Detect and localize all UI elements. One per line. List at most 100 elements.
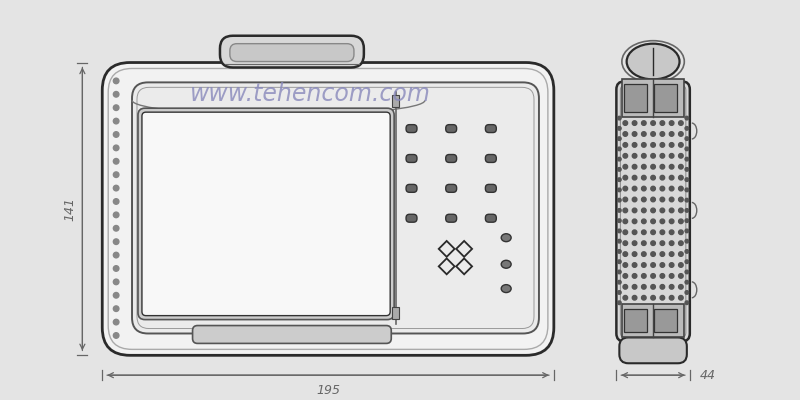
Circle shape [618, 178, 621, 182]
Circle shape [642, 132, 646, 136]
Circle shape [651, 241, 655, 246]
Circle shape [670, 230, 674, 234]
Circle shape [678, 164, 683, 169]
Circle shape [632, 274, 637, 278]
Circle shape [623, 274, 627, 278]
Circle shape [623, 186, 627, 191]
Circle shape [685, 260, 689, 264]
Circle shape [618, 270, 621, 274]
Circle shape [670, 175, 674, 180]
Circle shape [632, 263, 637, 267]
Circle shape [623, 284, 627, 289]
FancyBboxPatch shape [486, 184, 496, 192]
FancyBboxPatch shape [406, 214, 417, 222]
Circle shape [685, 147, 689, 151]
Circle shape [114, 279, 119, 285]
FancyBboxPatch shape [446, 214, 457, 222]
Circle shape [651, 132, 655, 136]
Circle shape [114, 226, 119, 231]
Bar [392, 307, 399, 319]
Circle shape [114, 132, 119, 137]
Bar [392, 95, 399, 107]
Circle shape [670, 208, 674, 213]
Circle shape [678, 208, 683, 213]
FancyBboxPatch shape [619, 338, 687, 363]
Circle shape [623, 197, 627, 202]
Circle shape [685, 270, 689, 274]
Circle shape [651, 186, 655, 191]
Circle shape [623, 132, 627, 136]
Circle shape [678, 263, 683, 267]
FancyBboxPatch shape [446, 184, 457, 192]
FancyBboxPatch shape [616, 81, 690, 342]
Circle shape [114, 105, 119, 110]
Circle shape [618, 280, 621, 284]
Circle shape [632, 296, 637, 300]
Circle shape [114, 266, 119, 271]
Circle shape [114, 92, 119, 97]
Circle shape [618, 209, 621, 212]
Circle shape [685, 291, 689, 294]
Circle shape [618, 126, 621, 130]
Circle shape [678, 132, 683, 136]
Circle shape [651, 296, 655, 300]
FancyBboxPatch shape [486, 214, 496, 222]
Circle shape [642, 219, 646, 224]
Circle shape [623, 208, 627, 213]
Circle shape [670, 284, 674, 289]
Circle shape [642, 230, 646, 234]
Bar [622, 80, 684, 117]
Circle shape [670, 219, 674, 224]
Circle shape [651, 219, 655, 224]
Circle shape [670, 296, 674, 300]
Circle shape [623, 154, 627, 158]
Circle shape [623, 143, 627, 147]
Circle shape [618, 291, 621, 294]
Circle shape [685, 229, 689, 233]
Circle shape [618, 157, 621, 161]
Circle shape [632, 132, 637, 136]
Circle shape [114, 252, 119, 258]
Circle shape [114, 306, 119, 312]
Circle shape [678, 284, 683, 289]
Circle shape [642, 241, 646, 246]
Text: 195: 195 [316, 384, 340, 397]
Circle shape [678, 230, 683, 234]
Circle shape [623, 241, 627, 246]
Circle shape [685, 157, 689, 161]
Circle shape [660, 241, 665, 246]
Circle shape [632, 154, 637, 158]
Circle shape [618, 116, 621, 120]
Circle shape [685, 280, 689, 284]
Circle shape [670, 154, 674, 158]
Circle shape [685, 188, 689, 192]
Circle shape [642, 252, 646, 256]
Circle shape [618, 260, 621, 264]
Circle shape [660, 274, 665, 278]
Circle shape [632, 252, 637, 256]
Circle shape [670, 186, 674, 191]
Circle shape [660, 296, 665, 300]
Circle shape [642, 208, 646, 213]
Circle shape [642, 274, 646, 278]
Circle shape [678, 154, 683, 158]
Circle shape [678, 121, 683, 125]
Circle shape [660, 154, 665, 158]
FancyBboxPatch shape [486, 154, 496, 162]
Circle shape [114, 199, 119, 204]
Circle shape [623, 263, 627, 267]
Circle shape [642, 186, 646, 191]
Circle shape [685, 250, 689, 253]
Circle shape [651, 252, 655, 256]
FancyBboxPatch shape [446, 125, 457, 132]
Circle shape [632, 143, 637, 147]
Circle shape [670, 143, 674, 147]
Circle shape [114, 158, 119, 164]
Circle shape [632, 208, 637, 213]
Circle shape [660, 208, 665, 213]
Circle shape [660, 230, 665, 234]
Circle shape [618, 219, 621, 222]
Circle shape [660, 252, 665, 256]
Circle shape [618, 188, 621, 192]
Circle shape [642, 154, 646, 158]
